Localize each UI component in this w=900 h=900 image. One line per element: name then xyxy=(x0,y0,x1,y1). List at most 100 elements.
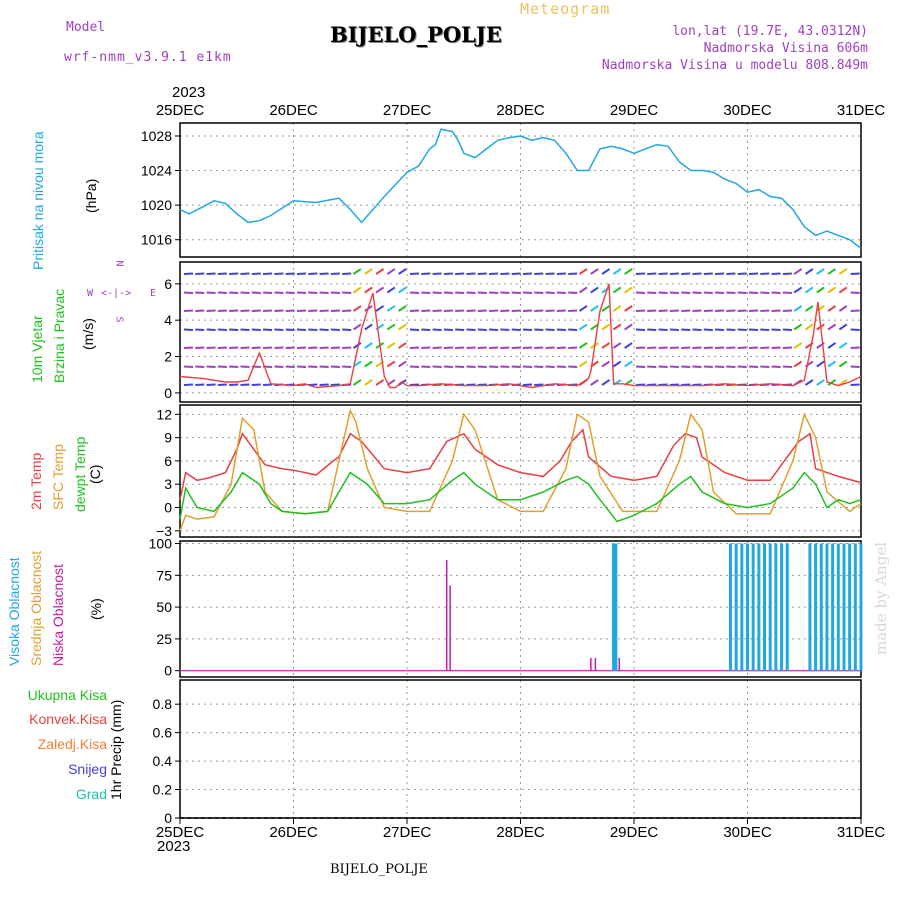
wind-barb xyxy=(364,360,373,368)
legend-ukupna-kisa: Ukupna Kisa xyxy=(27,687,107,703)
x-tick-label-bottom: 27DEC xyxy=(383,824,432,841)
wind-barb xyxy=(624,305,633,312)
wind-barb xyxy=(601,360,611,368)
wind-barb xyxy=(364,323,373,331)
wind-barb xyxy=(352,286,362,294)
wind-barb xyxy=(838,268,848,275)
wind-barb xyxy=(364,268,373,275)
wind-barb xyxy=(624,286,633,294)
y-tick-label: 3 xyxy=(164,476,172,492)
wind-barb xyxy=(375,305,385,312)
wind-barb xyxy=(375,268,385,275)
x-tick-label-bottom: 28DEC xyxy=(496,824,545,841)
wind-barb xyxy=(352,342,362,349)
model-altitude-label: Nadmorska Visina u modelu 808.849m xyxy=(601,58,868,73)
wind-barb xyxy=(578,268,588,275)
temp-line-2 xyxy=(179,471,862,523)
y-tick-label: 0 xyxy=(164,499,172,515)
wind-barb xyxy=(838,286,848,294)
wind-barb xyxy=(375,379,385,386)
wind-barb xyxy=(601,323,611,331)
wind-barb xyxy=(590,379,599,386)
wind-barb xyxy=(612,342,622,349)
wind-barb xyxy=(352,268,362,275)
wind-barb xyxy=(398,342,407,349)
wind-barb xyxy=(612,360,622,368)
wind-barb xyxy=(386,323,396,331)
year-top: 2023 xyxy=(172,84,206,101)
y-tick-label: 0 xyxy=(164,385,172,401)
wind-barb xyxy=(601,379,611,386)
y-tick-label: 0 xyxy=(164,810,172,826)
y-tick-label: 6 xyxy=(164,276,172,292)
wind-barb xyxy=(612,268,622,275)
wind-barb xyxy=(398,268,407,275)
wind-barb xyxy=(386,286,396,294)
wind-speed-line xyxy=(179,283,862,389)
y-tick-label: 4 xyxy=(164,312,172,328)
wind-barb xyxy=(793,342,803,349)
compass-east: E xyxy=(150,288,157,299)
wind-barb xyxy=(364,286,373,294)
x-tick-label-bottom: 25DEC xyxy=(156,824,205,841)
wind-barb xyxy=(838,323,848,331)
wind-barb xyxy=(601,342,611,349)
wind-barb xyxy=(827,268,837,275)
x-tick-label-top: 29DEC xyxy=(610,102,659,119)
wind-barb xyxy=(386,360,396,368)
panel-frame-pressure xyxy=(179,122,862,258)
y-tick-label: 1020 xyxy=(141,197,172,213)
wind-barb xyxy=(398,323,407,331)
wind-barb xyxy=(352,305,362,312)
x-tick-label-top: 27DEC xyxy=(383,102,432,119)
wind-barb xyxy=(375,286,385,294)
wind-barb xyxy=(624,268,633,275)
wind-barb xyxy=(352,379,362,386)
y-tick-label: 50 xyxy=(156,599,172,615)
wind-barb xyxy=(816,305,825,312)
wind-barb xyxy=(816,379,825,386)
wind-barb xyxy=(624,342,633,349)
wind-barb xyxy=(352,323,362,331)
wind-barb xyxy=(398,305,407,312)
y-tick-label: 6 xyxy=(164,453,172,469)
wind-barb xyxy=(804,323,814,331)
x-tick-label-top: 28DEC xyxy=(496,102,545,119)
wind-barb xyxy=(601,268,611,275)
legend-zaledj-kisa: Zaledj.Kisa xyxy=(37,736,107,752)
wind-barb xyxy=(804,286,814,294)
y-tick-label: 0.8 xyxy=(153,696,173,712)
wind-barb xyxy=(578,305,588,312)
x-tick-label-bottom: 31DEC xyxy=(837,824,886,841)
wind-barb xyxy=(590,323,599,331)
wind-barb xyxy=(838,360,848,368)
wind-barb xyxy=(793,360,803,368)
x-tick-label-bottom: 30DEC xyxy=(723,824,772,841)
wind-barb xyxy=(816,268,825,275)
pressure-line xyxy=(179,128,862,249)
y-tick-label: 75 xyxy=(156,567,172,583)
altitude-label: Nadmorska Visina 606m xyxy=(703,41,868,56)
wind-barb xyxy=(804,268,814,275)
footer-station: BIJELO_POLJE xyxy=(330,862,428,877)
wind-barb xyxy=(816,286,825,294)
legend-snijeg: Snijeg xyxy=(68,761,107,777)
wind-barb xyxy=(827,305,837,312)
wind-barb xyxy=(386,305,396,312)
wind-barb xyxy=(364,379,373,386)
y-tick-label: 25 xyxy=(156,631,172,647)
wind-barb xyxy=(578,342,588,349)
wind-barb xyxy=(612,305,622,312)
wind-barb xyxy=(590,305,599,312)
wind-barb xyxy=(590,286,599,294)
legend-konvek-kisa: Konvek.Kisa xyxy=(29,711,107,727)
y-tick-label: 1024 xyxy=(141,163,172,179)
wind-barb xyxy=(601,286,611,294)
panel-frame-wind xyxy=(179,261,862,403)
y-tick-label: 0.4 xyxy=(153,753,173,769)
wind-barb xyxy=(578,286,588,294)
wind-barb xyxy=(838,305,848,312)
temp-line-1 xyxy=(179,408,862,532)
y-tick-label: 1016 xyxy=(141,232,172,248)
